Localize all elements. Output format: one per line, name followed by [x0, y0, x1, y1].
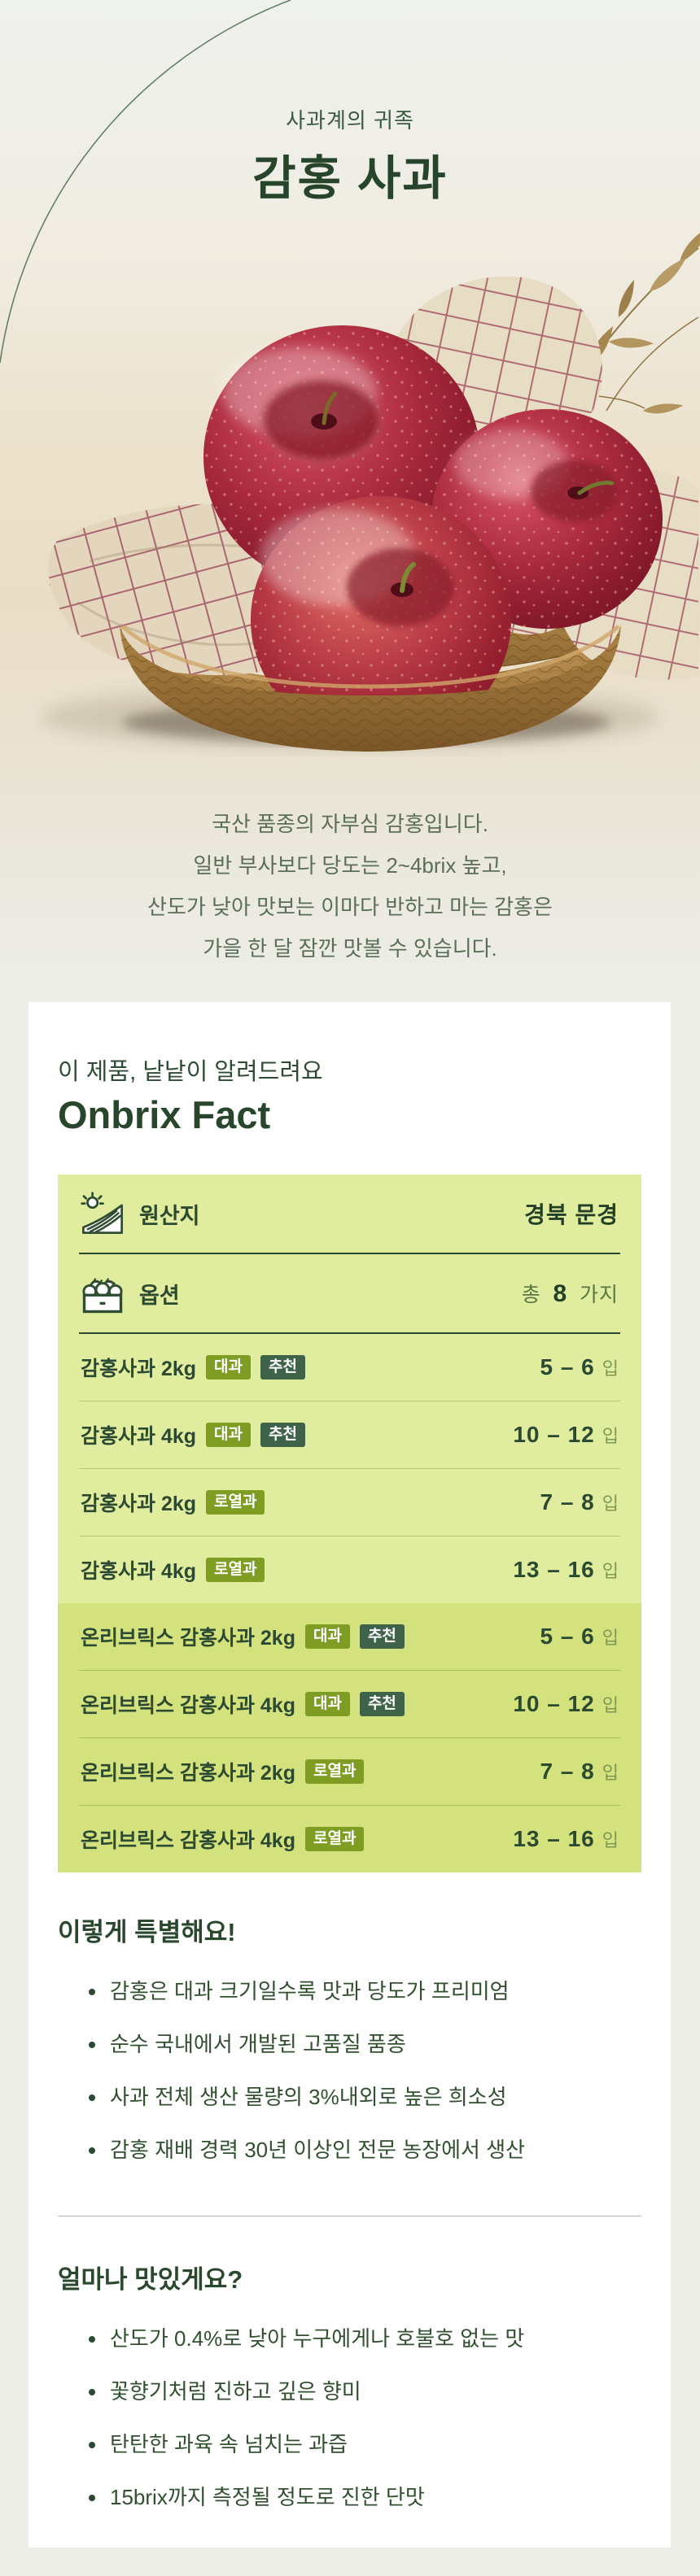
apple-top-left: [203, 325, 480, 589]
description-line: 국산 품종의 자부심 감홍입니다.: [212, 812, 488, 836]
sun-field-icon: [81, 1192, 123, 1234]
special-section-heading: 이렇게 특별해요!: [58, 1918, 236, 1946]
option-count: 7 – 8: [540, 1759, 595, 1784]
divider-thin: [79, 1805, 620, 1806]
bullet-item: 꽃향기처럼 진하고 깊은 향미: [87, 2378, 641, 2405]
option-name: 감홍사과 2kg: [81, 1358, 197, 1380]
option-name: 온리브릭스 감홍사과 2kg: [81, 1762, 295, 1785]
option-name: 온리브릭스 감홍사과 2kg: [81, 1627, 295, 1650]
options-label: 옵션: [139, 1283, 180, 1308]
option-count: 13 – 16: [513, 1557, 595, 1582]
option-count: 13 – 16: [513, 1826, 595, 1851]
grade-badge: 로열과: [304, 1759, 365, 1784]
option-count: 7 – 8: [540, 1489, 595, 1515]
info-row-options: 옵션 총 8 가지: [58, 1254, 641, 1332]
cloth-right-drape: [551, 465, 698, 680]
recommend-badge: 추천: [359, 1692, 405, 1716]
apple-crate-icon: [82, 1278, 123, 1314]
cloth-top-drape: [383, 276, 602, 440]
description-line: 일반 부사보다 당도는 2~4brix 높고,: [193, 853, 507, 878]
divider-thin: [79, 1670, 620, 1671]
bullet-item: 감홍 재배 경력 30년 이상인 전문 농장에서 생산: [87, 2136, 641, 2164]
hero-description: 국산 품종의 자부심 감홍입니다. 일반 부사보다 당도는 2~4brix 높고…: [0, 804, 700, 970]
option-row: 온리브릭스 감홍사과 2kg 대과 추천 5 – 6 입: [58, 1603, 641, 1670]
bullet-item: 감홍은 대과 크기일수록 맛과 당도가 프리미엄: [87, 1977, 641, 2005]
option-count: 5 – 6: [540, 1354, 595, 1380]
option-row: 온리브릭스 감홍사과 2kg 로열과 7 – 8 입: [58, 1738, 641, 1805]
option-name: 온리브릭스 감홍사과 4kg: [81, 1829, 295, 1852]
hero-section: 사과계의 귀족 감홍 사과: [0, 0, 700, 1002]
description-line: 가을 한 달 잠깐 맛볼 수 있습니다.: [203, 936, 497, 961]
divider-dark: [79, 1253, 620, 1254]
option-count: 5 – 6: [540, 1624, 595, 1649]
description-line: 산도가 낮아 맛보는 이마다 반하고 마는 감홍은: [147, 895, 553, 919]
fact-card-heading: Onbrix Fact: [58, 1093, 271, 1136]
origin-value: 경북 문경: [524, 1202, 619, 1227]
cloth-left-drape: [48, 503, 352, 675]
apple-right: [431, 409, 663, 629]
option-row: 감홍사과 2kg 로열과 7 – 8 입: [58, 1469, 641, 1536]
option-unit: 입: [602, 1561, 619, 1581]
options-total-suffix: 가지: [579, 1284, 619, 1306]
hero-tagline: 사과계의 귀족: [286, 108, 414, 133]
grade-badge: 로열과: [206, 1490, 265, 1515]
taste-bullet-list: 산도가 0.4%로 낮아 누구에게나 호불호 없는 맛 꽃향기처럼 진하고 깊은…: [58, 2325, 641, 2511]
option-row: 온리브릭스 감홍사과 4kg 로열과 13 – 16 입: [58, 1806, 641, 1872]
option-unit: 입: [602, 1763, 619, 1783]
options-total-prefix: 총: [521, 1284, 541, 1306]
apple-front: [251, 496, 511, 743]
bullet-item: 사과 전체 생산 물량의 3%내외로 높은 희소성: [87, 2083, 641, 2111]
divider-dark: [79, 1332, 620, 1334]
option-row: 감홍사과 2kg 대과 추천 5 – 6 입: [58, 1334, 641, 1401]
special-bullet-list: 감홍은 대과 크기일수록 맛과 당도가 프리미엄 순수 국내에서 개발된 고품질…: [58, 1977, 641, 2164]
option-unit: 입: [602, 1830, 619, 1850]
grade-badge: 대과: [206, 1423, 251, 1447]
decorative-arc: [0, 0, 291, 364]
option-name: 감홍사과 4kg: [81, 1425, 197, 1448]
dried-branch-right: [519, 226, 700, 505]
divider-thin: [79, 1468, 620, 1469]
option-name: 감홍사과 2kg: [81, 1493, 197, 1515]
grade-badge: 대과: [206, 1355, 251, 1380]
option-name: 온리브릭스 감홍사과 4kg: [81, 1694, 295, 1717]
bullet-item: 순수 국내에서 개발된 고품질 품종: [87, 2030, 641, 2058]
divider-thin: [79, 1737, 620, 1738]
option-count: 10 – 12: [513, 1691, 595, 1716]
basket-front-rim: [120, 625, 621, 752]
grade-badge: 대과: [304, 1624, 350, 1649]
page-title: 감홍 사과: [252, 152, 448, 205]
taste-section-heading: 얼마나 맛있게요?: [58, 2265, 243, 2294]
grade-badge: 로열과: [206, 1558, 265, 1582]
bullet-item: 산도가 0.4%로 낮아 누구에게나 호불호 없는 맛: [87, 2325, 641, 2352]
fact-card: 이 제품, 낱낱이 알려드려요 Onbrix Fact 원산지 경북 문경: [28, 1002, 671, 2548]
recommend-badge: 추천: [260, 1423, 305, 1447]
option-unit: 입: [602, 1695, 619, 1715]
option-unit: 입: [602, 1358, 619, 1379]
option-unit: 입: [602, 1628, 619, 1648]
option-row: 온리브릭스 감홍사과 4kg 대과 추천 10 – 12 입: [58, 1671, 641, 1737]
origin-label: 원산지: [139, 1203, 200, 1228]
fact-card-intro: 이 제품, 낱낱이 알려드려요: [58, 1059, 323, 1085]
option-row: 감홍사과 4kg 대과 추천 10 – 12 입: [58, 1401, 641, 1468]
info-row-origin: 원산지 경북 문경: [58, 1175, 641, 1253]
dried-branch-left: [44, 499, 291, 586]
option-name: 감홍사과 4kg: [81, 1560, 197, 1583]
recommend-badge: 추천: [359, 1624, 405, 1649]
woven-basket: [119, 575, 622, 750]
product-photo-apples-basket: [41, 226, 700, 752]
option-unit: 입: [602, 1493, 619, 1514]
options-value: 총 8 가지: [522, 1279, 619, 1308]
bullet-item: 탄탄한 과육 속 넘치는 과즙: [87, 2430, 641, 2458]
grade-badge: 대과: [304, 1692, 350, 1716]
fact-table: 원산지 경북 문경 옵션 총 8 가지: [58, 1175, 641, 1872]
fact-table-group-onbrix: 온리브릭스 감홍사과 2kg 대과 추천 5 – 6 입 온리브릭스 감홍사과 4…: [58, 1603, 641, 1872]
fact-table-group-basic: 원산지 경북 문경 옵션 총 8 가지: [58, 1175, 641, 1603]
bullet-item: 15brix까지 측정될 정도로 진한 단맛: [87, 2483, 641, 2511]
grade-badge: 로열과: [304, 1827, 365, 1851]
option-count: 10 – 12: [513, 1422, 595, 1447]
options-total-number: 8: [553, 1280, 568, 1307]
option-unit: 입: [602, 1426, 619, 1446]
recommend-badge: 추천: [260, 1355, 305, 1380]
option-row: 감홍사과 4kg 로열과 13 – 16 입: [58, 1536, 641, 1603]
